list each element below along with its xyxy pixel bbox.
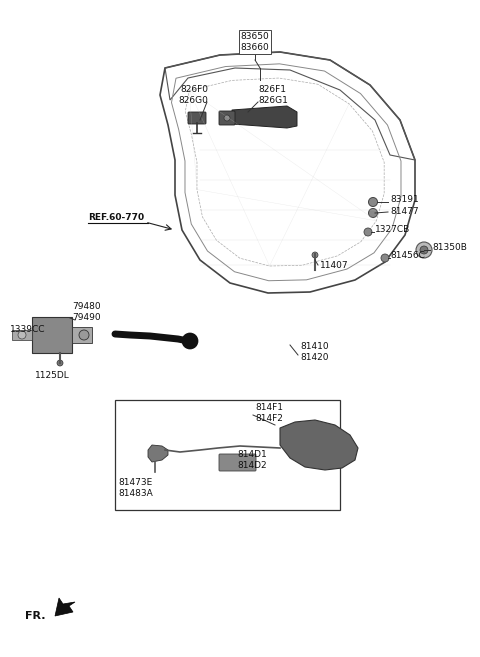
Text: 1339CC: 1339CC xyxy=(10,325,46,334)
Circle shape xyxy=(312,252,318,258)
Text: 83191: 83191 xyxy=(390,196,419,204)
Text: 79480
79490: 79480 79490 xyxy=(72,302,101,322)
Text: 81350B: 81350B xyxy=(432,244,467,252)
Text: 814F1
814F2: 814F1 814F2 xyxy=(255,403,283,422)
Bar xyxy=(72,327,92,343)
Circle shape xyxy=(369,198,377,206)
Text: 11407: 11407 xyxy=(320,260,348,269)
Text: 826F0
826G0: 826F0 826G0 xyxy=(178,85,208,104)
Text: 81477: 81477 xyxy=(390,206,419,215)
Circle shape xyxy=(57,360,63,366)
Circle shape xyxy=(79,330,89,340)
Bar xyxy=(115,400,340,510)
Text: 814D1
814D2: 814D1 814D2 xyxy=(237,450,267,470)
Circle shape xyxy=(18,331,26,339)
FancyBboxPatch shape xyxy=(219,111,235,125)
Bar xyxy=(12,330,32,340)
Polygon shape xyxy=(55,598,75,616)
Polygon shape xyxy=(232,106,297,128)
Text: 81410
81420: 81410 81420 xyxy=(300,342,329,362)
Circle shape xyxy=(369,208,377,217)
Bar xyxy=(32,317,72,353)
Polygon shape xyxy=(148,445,168,462)
Circle shape xyxy=(416,242,432,258)
Polygon shape xyxy=(280,420,358,470)
Text: 1327CB: 1327CB xyxy=(375,225,410,235)
Text: 826F1
826G1: 826F1 826G1 xyxy=(258,85,288,104)
Text: 83650
83660: 83650 83660 xyxy=(240,32,269,52)
Text: 81456C: 81456C xyxy=(390,250,425,260)
Text: 81473E
81483A: 81473E 81483A xyxy=(118,478,153,498)
Text: REF.60-770: REF.60-770 xyxy=(88,214,144,223)
Text: FR.: FR. xyxy=(25,611,46,621)
Circle shape xyxy=(381,254,389,262)
Text: 1125DL: 1125DL xyxy=(35,371,70,380)
FancyBboxPatch shape xyxy=(219,454,256,471)
FancyBboxPatch shape xyxy=(188,112,206,124)
Circle shape xyxy=(420,246,428,254)
Circle shape xyxy=(182,333,198,349)
Circle shape xyxy=(364,228,372,236)
Circle shape xyxy=(224,115,230,121)
